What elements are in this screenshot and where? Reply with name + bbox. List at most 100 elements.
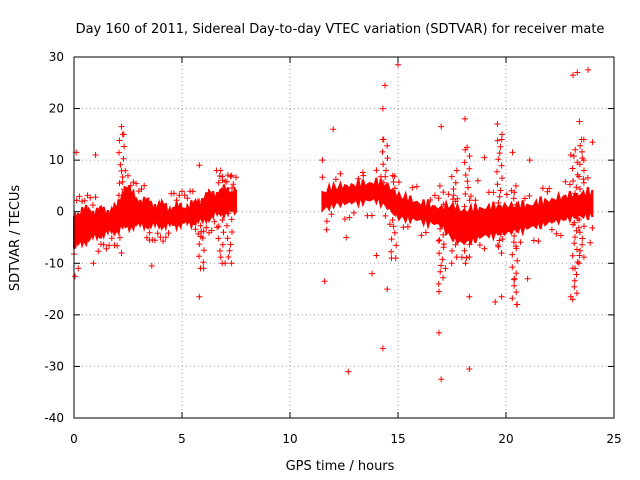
data-point xyxy=(571,240,578,247)
data-point xyxy=(388,191,395,198)
data-point xyxy=(217,247,223,254)
data-point xyxy=(462,216,469,223)
plot-frame xyxy=(73,56,615,419)
data-point xyxy=(576,118,583,125)
data-point xyxy=(570,221,576,228)
data-point xyxy=(224,235,231,242)
data-point xyxy=(573,271,580,278)
data-point xyxy=(462,235,469,242)
data-point xyxy=(513,182,519,189)
data-point xyxy=(513,226,520,233)
data-point xyxy=(141,182,148,189)
data-point xyxy=(436,250,443,257)
data-point xyxy=(225,254,232,260)
data-point xyxy=(570,153,577,160)
data-point xyxy=(572,234,578,241)
data-point xyxy=(369,270,376,277)
data-point xyxy=(391,229,398,236)
data-point xyxy=(384,186,391,192)
data-point xyxy=(328,211,335,218)
data-band xyxy=(73,184,237,249)
data-point xyxy=(192,226,199,233)
data-point xyxy=(108,235,115,242)
data-point xyxy=(427,197,434,203)
data-point xyxy=(474,177,481,184)
data-point xyxy=(440,189,447,196)
data-point xyxy=(435,195,442,202)
data-point xyxy=(116,192,122,199)
data-point xyxy=(217,204,224,211)
data-point xyxy=(513,201,520,208)
data-point xyxy=(476,242,483,248)
data-point xyxy=(466,153,473,160)
data-point xyxy=(224,191,231,198)
data-point xyxy=(226,247,233,254)
data-point xyxy=(495,156,502,163)
data-point xyxy=(466,254,473,260)
data-point xyxy=(76,193,83,200)
y-tick-label: -20 xyxy=(44,308,64,322)
data-point xyxy=(181,192,188,199)
data-point xyxy=(481,154,488,161)
data-point xyxy=(179,188,185,195)
data-point xyxy=(152,237,158,244)
data-point xyxy=(120,131,127,138)
data-point xyxy=(146,237,153,244)
data-point xyxy=(530,237,537,244)
data-point xyxy=(466,197,473,204)
data-point xyxy=(215,223,222,230)
data-point xyxy=(72,273,79,280)
data-point xyxy=(431,192,438,199)
data-point xyxy=(580,157,587,164)
y-tick-label: 30 xyxy=(49,50,64,64)
data-point xyxy=(388,204,395,211)
data-point xyxy=(330,126,337,133)
data-point xyxy=(448,217,455,223)
data-point xyxy=(494,225,501,231)
data-point xyxy=(509,207,516,214)
data-point xyxy=(569,252,576,259)
data-point xyxy=(440,201,447,208)
data-point xyxy=(435,238,442,244)
x-tick-label: 15 xyxy=(390,432,405,446)
data-point xyxy=(462,260,469,267)
data-point xyxy=(383,167,389,174)
data-point xyxy=(579,241,586,248)
data-point xyxy=(196,198,203,205)
data-point xyxy=(121,143,128,150)
data-point xyxy=(494,212,500,219)
data-point xyxy=(452,198,459,205)
data-point xyxy=(461,247,468,254)
data-point xyxy=(436,182,443,189)
data-point xyxy=(580,254,587,261)
data-point xyxy=(219,241,226,248)
data-point xyxy=(576,252,583,259)
data-point xyxy=(413,183,420,190)
data-point xyxy=(118,250,125,256)
data-point xyxy=(392,185,398,192)
data-point xyxy=(466,366,473,372)
data-point xyxy=(435,280,442,287)
data-point xyxy=(511,232,518,239)
data-point xyxy=(222,260,229,267)
data-point xyxy=(574,259,581,265)
data-point xyxy=(498,206,505,213)
data-point xyxy=(579,148,585,155)
data-point xyxy=(569,165,576,172)
data-point xyxy=(539,185,546,192)
data-point xyxy=(439,256,446,263)
data-point xyxy=(404,223,411,230)
data-point xyxy=(498,136,505,143)
data-point xyxy=(211,218,218,225)
data-point xyxy=(184,195,191,202)
data-point xyxy=(573,227,580,234)
data-point xyxy=(509,264,516,271)
y-tick-label: 0 xyxy=(56,205,64,219)
data-point xyxy=(452,241,459,248)
data-point xyxy=(579,198,586,205)
data-point xyxy=(418,232,425,239)
data-point xyxy=(436,237,443,243)
data-point xyxy=(176,192,183,199)
data-point xyxy=(490,189,497,196)
data-point xyxy=(576,260,582,267)
